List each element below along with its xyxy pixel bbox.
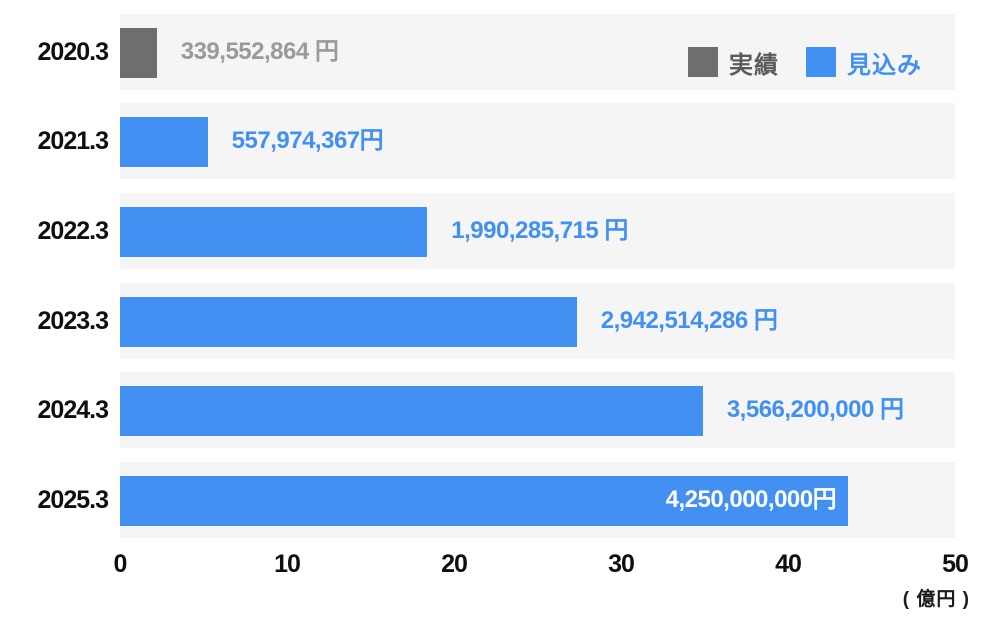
value-label: 2,942,514,286 円 xyxy=(600,307,778,334)
category-label: 2023.3 xyxy=(37,307,109,335)
value-bar xyxy=(120,297,577,347)
value-label: 1,990,285,715 円 xyxy=(451,217,628,244)
x-tick: 10 xyxy=(274,550,301,578)
value-bar xyxy=(120,207,428,257)
row-band: 557,974,367円 xyxy=(120,103,955,179)
category-label: 2020.3 xyxy=(37,38,109,66)
value-label: 339,552,864 円 xyxy=(180,38,339,65)
x-axis: 0 10 20 30 40 50 xyxy=(114,550,969,582)
legend-actual-swatch xyxy=(688,47,718,77)
value-bar xyxy=(120,476,849,526)
axis-unit-label: ( 億円 ) xyxy=(902,589,970,610)
x-tick: 30 xyxy=(608,550,635,578)
legend-actual-label: 実績 xyxy=(729,51,779,79)
category-label: 2021.3 xyxy=(37,127,109,155)
chart-row: 2022.3 1,990,285,715 円 xyxy=(0,193,1000,269)
row-band: 2,942,514,286 円 xyxy=(120,283,955,359)
chart-row: 2023.3 2,942,514,286 円 xyxy=(0,283,1000,359)
legend: 実績 見込み xyxy=(688,47,922,79)
x-tick: 40 xyxy=(775,550,802,578)
chart-row: 2021.3 557,974,367円 xyxy=(0,103,1000,179)
row-band: 3,566,200,000 円 xyxy=(120,372,955,448)
value-label: 3,566,200,000 円 xyxy=(726,396,904,423)
value-bar xyxy=(120,28,157,78)
x-tick: 0 xyxy=(113,550,128,578)
row-band: 1,990,285,715 円 xyxy=(120,193,955,269)
x-tick: 50 xyxy=(942,550,969,578)
category-label: 2022.3 xyxy=(37,217,109,245)
value-label: 4,250,000,000円 xyxy=(665,486,837,513)
row-band: 4,250,000,000円 xyxy=(120,462,955,538)
value-bar xyxy=(120,117,208,167)
category-label: 2024.3 xyxy=(37,396,109,424)
chart-row: 2024.3 3,566,200,000 円 xyxy=(0,372,1000,448)
value-label: 557,974,367円 xyxy=(231,127,384,154)
category-label: 2025.3 xyxy=(37,486,109,514)
chart-row: 2025.3 4,250,000,000円 xyxy=(0,462,1000,538)
legend-forecast-swatch xyxy=(806,47,836,77)
legend-forecast-label: 見込み xyxy=(847,51,922,79)
value-bar xyxy=(120,386,703,436)
x-tick: 20 xyxy=(441,550,468,578)
